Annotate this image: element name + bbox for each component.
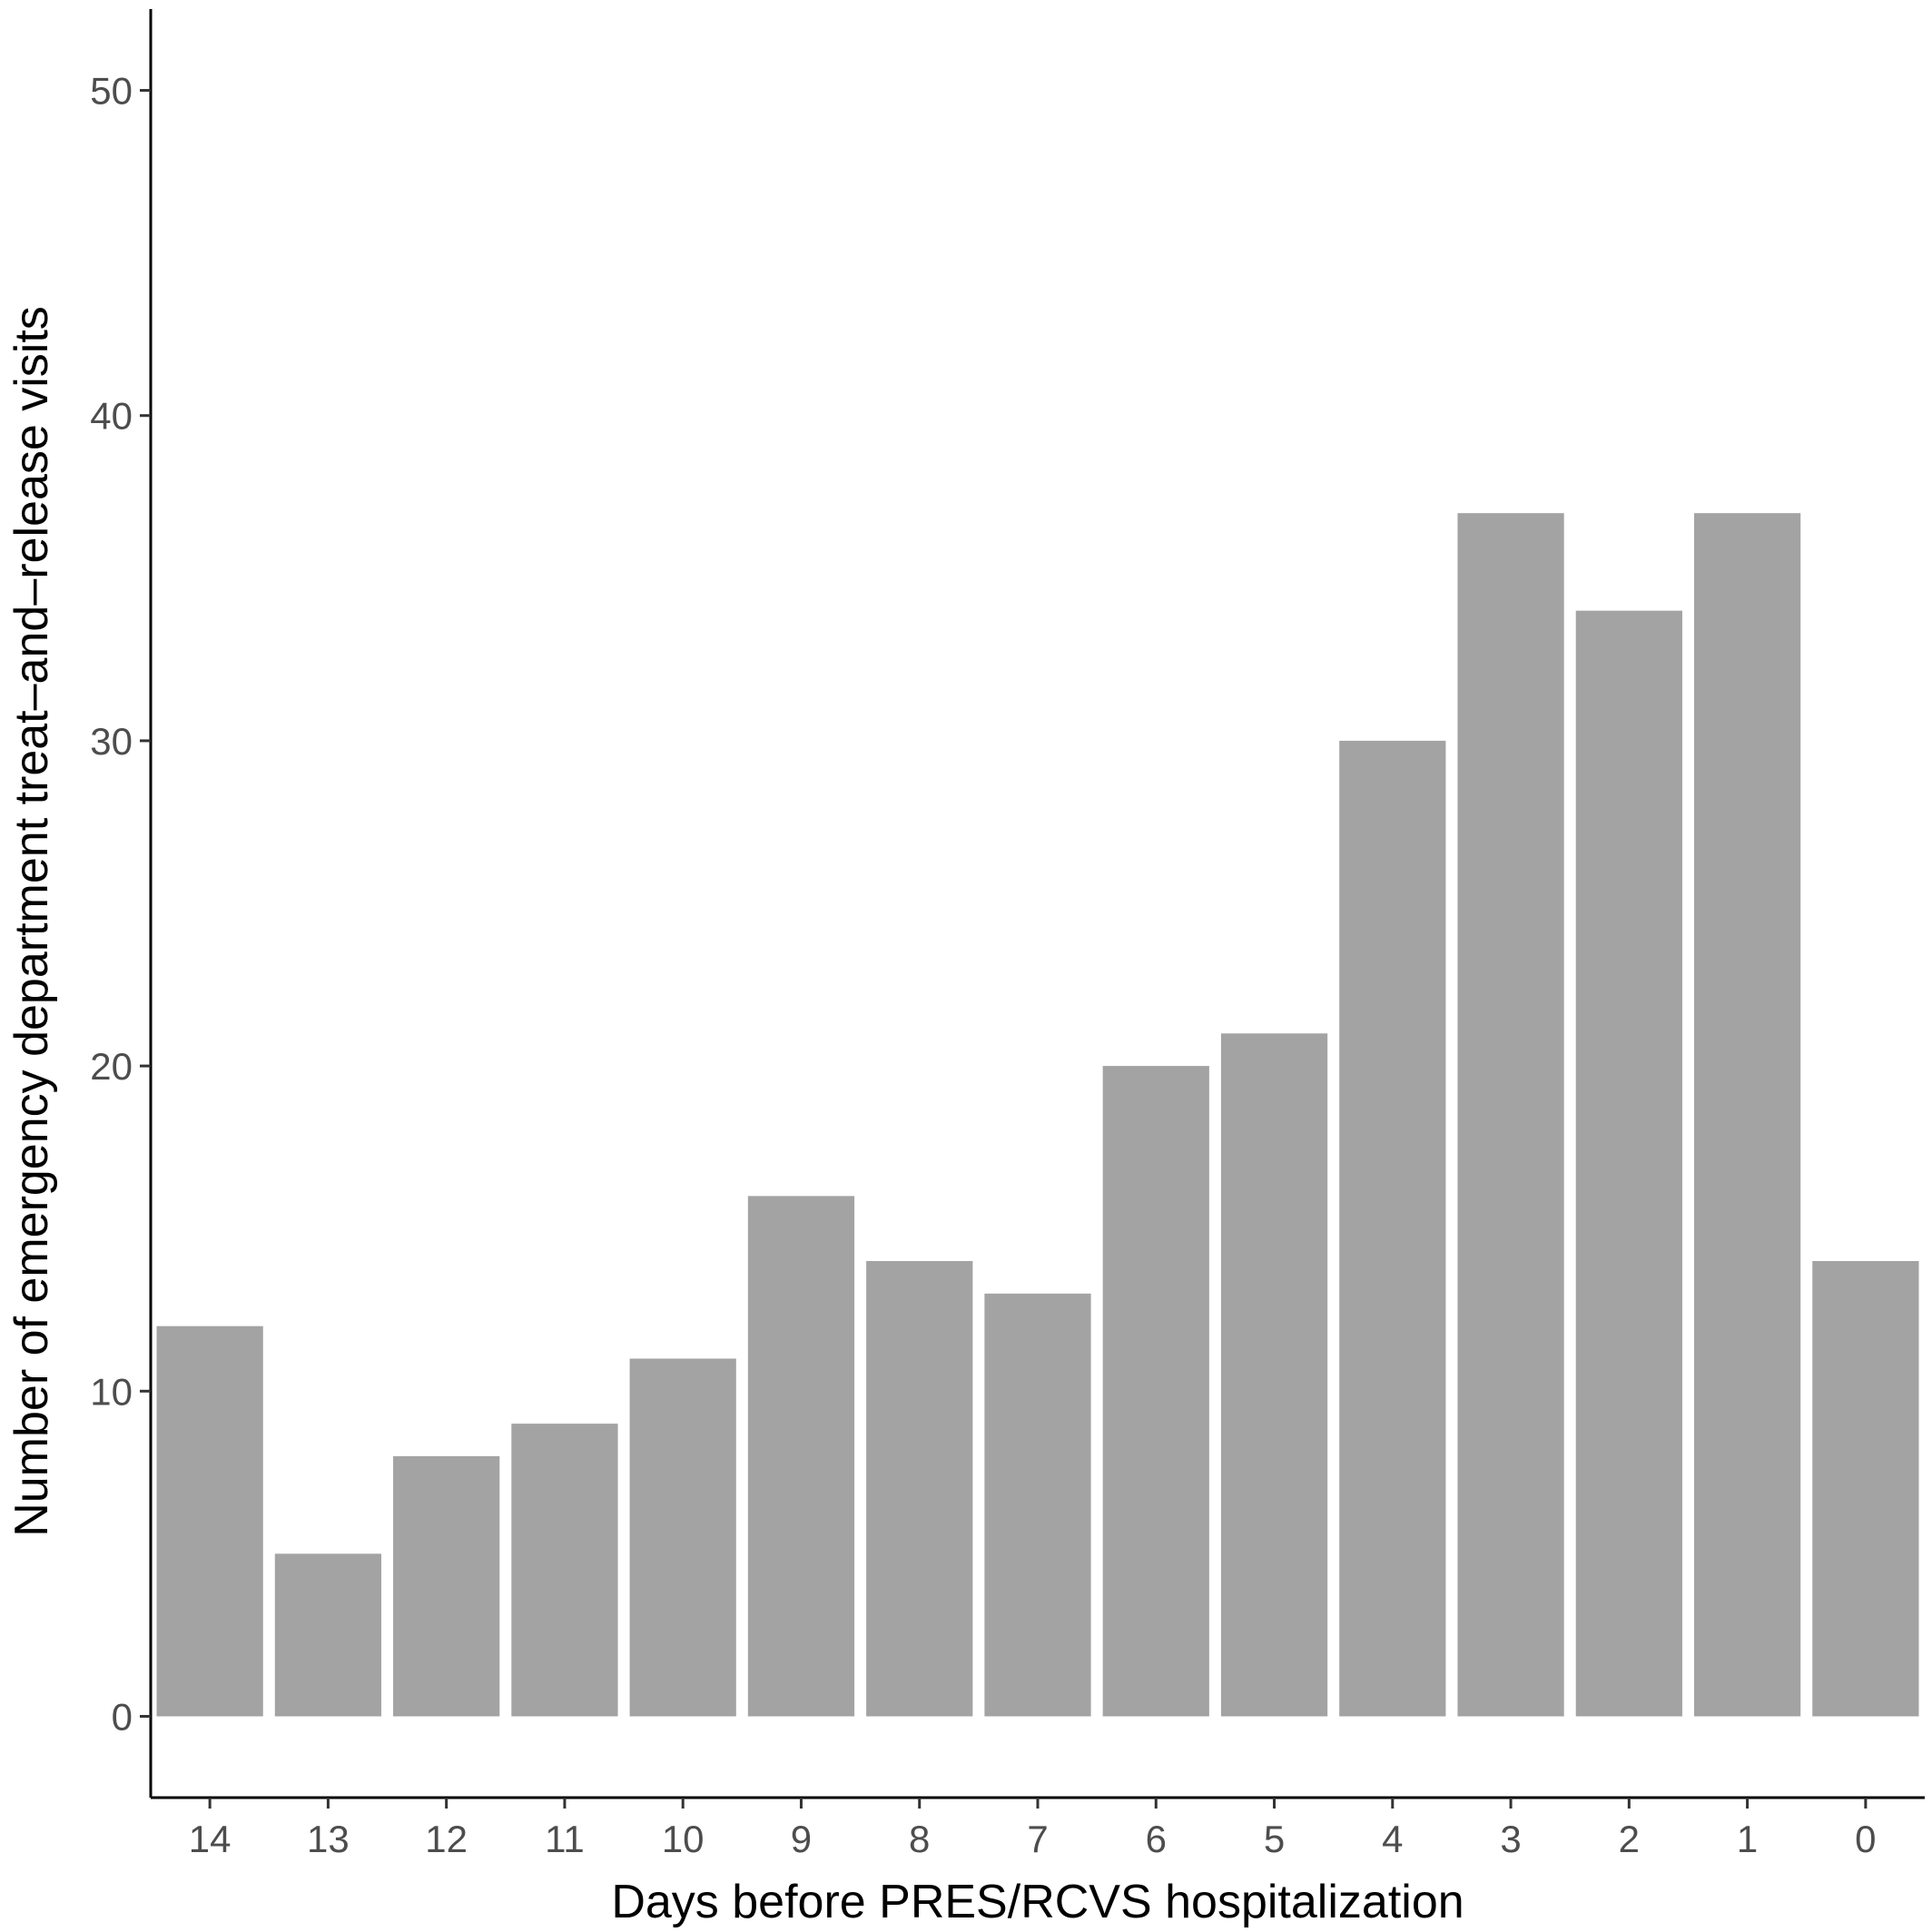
y-tick-label: 20 [90,1045,133,1088]
x-tick-label: 5 [1264,1818,1285,1860]
y-tick-label: 10 [90,1370,133,1413]
bar-day-14 [156,1326,263,1717]
x-axis-title: Days before PRES/RCVS hospitalization [611,1876,1464,1928]
y-tick-label: 0 [112,1695,133,1738]
bar-day-8 [866,1261,973,1717]
bar-day-4 [1339,740,1446,1717]
bar-day-3 [1457,513,1564,1717]
bar-day-6 [1102,1066,1209,1717]
bar-day-12 [393,1455,500,1717]
x-tick-label: 14 [189,1818,232,1860]
x-tick-label: 10 [662,1818,705,1860]
y-axis-title: Number of emergency department treat–and… [5,306,58,1537]
x-tick-label: 13 [307,1818,350,1860]
bar-day-10 [629,1358,736,1717]
x-tick-label: 6 [1146,1818,1167,1860]
x-tick-label: 2 [1619,1818,1640,1860]
bar-day-0 [1812,1261,1919,1717]
bars-group [156,513,1919,1717]
bar-day-9 [747,1196,855,1717]
bar-day-13 [274,1553,382,1717]
bar-day-11 [511,1424,618,1717]
x-tick-label: 0 [1855,1818,1876,1860]
x-tick-label: 12 [425,1818,468,1860]
x-tick-label: 9 [791,1818,812,1860]
y-axis-ticks: 0 10 20 30 40 50 [90,70,151,1738]
bar-day-1 [1693,513,1801,1717]
y-tick-label: 40 [90,395,133,438]
y-tick-label: 30 [90,720,133,763]
x-tick-label: 3 [1500,1818,1521,1860]
y-tick-label: 50 [90,70,133,113]
x-axis-ticks: 14 13 12 11 10 9 8 7 6 5 4 3 2 1 0 [189,1798,1877,1860]
x-tick-label: 7 [1027,1818,1048,1860]
bar-day-7 [984,1293,1091,1717]
x-tick-label: 1 [1737,1818,1758,1860]
x-tick-label: 4 [1382,1818,1403,1860]
bar-day-2 [1575,610,1682,1717]
bar-day-5 [1220,1033,1328,1717]
x-tick-label: 8 [909,1818,930,1860]
x-tick-label: 11 [545,1818,585,1860]
